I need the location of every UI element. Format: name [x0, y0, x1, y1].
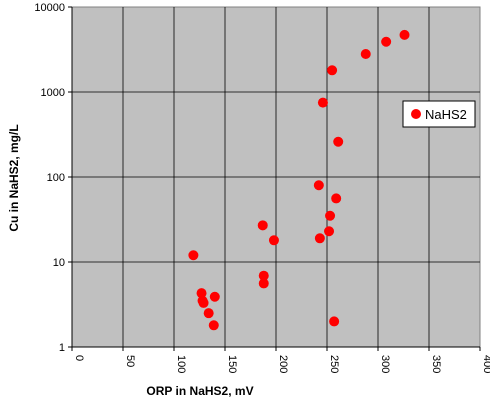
y-tick-label: 10000 — [34, 2, 65, 14]
data-point — [329, 316, 340, 327]
data-point — [333, 136, 344, 147]
data-point — [258, 278, 269, 289]
data-point — [196, 288, 207, 299]
data-points — [188, 29, 410, 331]
legend-marker — [411, 109, 421, 119]
gridlines — [71, 7, 480, 348]
y-axis-ticks: 1 10 100 1000 10000 — [34, 2, 72, 354]
x-tick-label: 50 — [124, 355, 136, 367]
x-tick-label: 300 — [379, 355, 391, 373]
x-tick-label: 350 — [430, 355, 442, 373]
data-point — [327, 65, 338, 76]
data-point — [203, 308, 214, 319]
data-point — [198, 297, 209, 308]
y-tick-label: 1000 — [41, 87, 65, 99]
data-point — [331, 193, 342, 204]
x-tick-label: 250 — [328, 355, 340, 373]
data-point — [208, 320, 219, 331]
data-point — [360, 48, 371, 59]
data-point — [325, 210, 336, 221]
data-point — [268, 235, 279, 246]
data-point — [209, 291, 220, 302]
legend-label: NaHS2 — [425, 107, 467, 122]
x-axis-title: ORP in NaHS2, mV — [146, 384, 253, 398]
data-point — [324, 226, 335, 237]
data-point — [188, 250, 199, 261]
y-tick-label: 1 — [59, 342, 65, 354]
data-point — [314, 233, 325, 244]
legend: NaHS2 — [402, 100, 476, 128]
y-tick-label: 10 — [53, 257, 65, 269]
data-point — [317, 97, 328, 108]
y-axis-title: Cu in NaHS2, mg/L — [7, 124, 21, 231]
data-point — [381, 36, 392, 47]
data-point — [313, 180, 324, 191]
x-axis-ticks: 0 50 100 150 200 250 300 350 400 — [71, 347, 490, 373]
y-tick-label: 100 — [47, 172, 65, 184]
x-tick-label: 400 — [481, 355, 490, 373]
data-point — [399, 29, 410, 40]
data-point — [257, 220, 268, 231]
data-point — [258, 270, 269, 281]
x-tick-label: 100 — [175, 355, 187, 373]
x-tick-label: 0 — [73, 355, 85, 361]
x-tick-label: 200 — [277, 355, 289, 373]
x-tick-label: 150 — [226, 355, 238, 373]
